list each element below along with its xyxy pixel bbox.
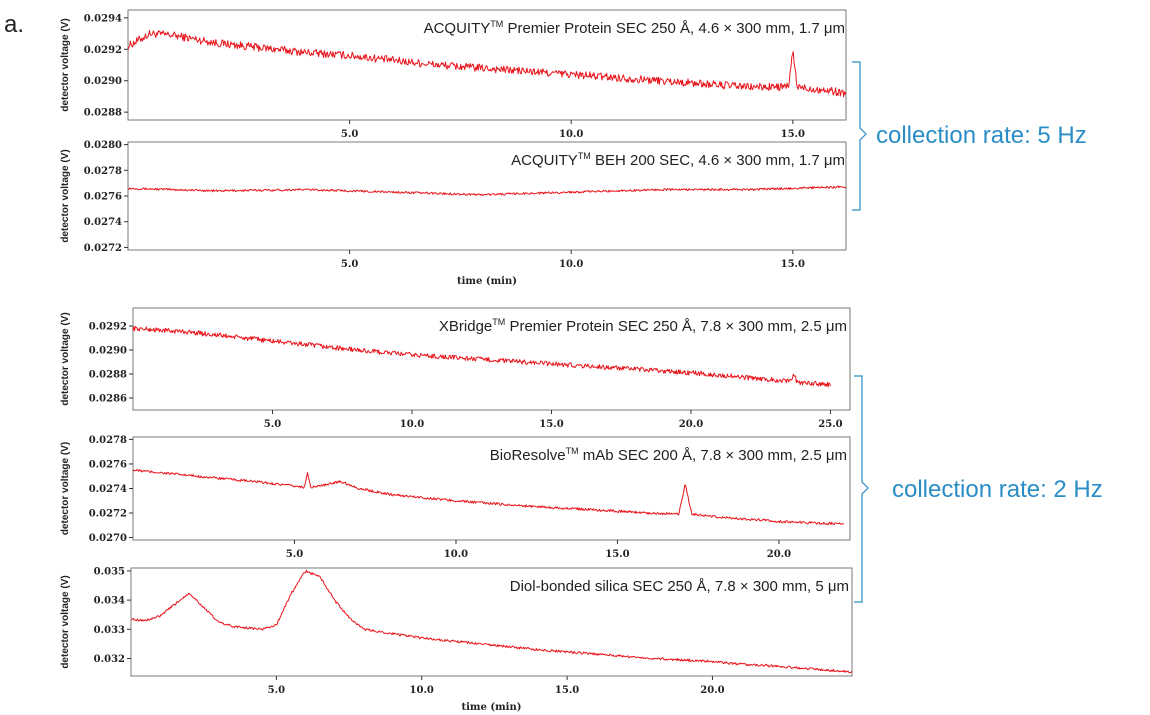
x-tick-label: 5.0 xyxy=(264,419,281,430)
y-tick-label: 0.0272 xyxy=(84,243,122,254)
y-tick-label: 0.0270 xyxy=(89,533,127,544)
x-tick-label: 10.0 xyxy=(410,685,434,696)
chart-panel-3: 0.0286 0.0288 0.0290 0.0292 5.0 10.0 15.0 20.0 2… xyxy=(60,307,851,430)
trace-line xyxy=(132,469,844,526)
y-tick-label: 0.0280 xyxy=(84,140,122,151)
chart-panel-1: 0.0288 0.0290 0.0292 0.0294 5.0 10.0 15.0 detec… xyxy=(60,9,847,140)
plot-frame xyxy=(127,141,847,251)
plot-frame xyxy=(132,307,851,411)
y-axis-label: detector voltage (V) xyxy=(60,312,71,405)
trace-line xyxy=(127,30,847,98)
chart-panel-2: 0.0272 0.0274 0.0276 0.0278 0.0280 5.0 10.0 15.… xyxy=(60,140,847,287)
chart-panel-5: 0.032 0.033 0.034 0.035 5.0 10.0 15.0 20.0 detec… xyxy=(60,566,853,713)
y-tick-label: 0.0290 xyxy=(84,76,122,87)
x-tick-label: 25.0 xyxy=(818,419,842,430)
y-tick-label: 0.0288 xyxy=(84,108,122,119)
charts-layer: 0.0288 0.0290 0.0292 0.0294 5.0 10.0 15.0 detec… xyxy=(60,9,853,713)
y-tick-label: 0.0288 xyxy=(89,370,127,381)
x-tick-label: 10.0 xyxy=(559,259,583,270)
brace-5hz xyxy=(852,61,867,211)
x-tick-label: 5.0 xyxy=(341,129,358,140)
panel-title: XBridgeTM Premier Protein SEC 250 Å, 7.8… xyxy=(439,317,847,335)
y-tick-label: 0.0276 xyxy=(89,459,127,470)
trace-line xyxy=(127,185,847,197)
panel-title: Diol-bonded silica SEC 250 Å, 7.8 × 300 … xyxy=(510,578,849,595)
x-tick-label: 20.0 xyxy=(679,419,703,430)
x-tick-label: 5.0 xyxy=(341,259,358,270)
x-tick-label: 5.0 xyxy=(268,685,285,696)
y-tick-label: 0.0294 xyxy=(84,13,122,24)
x-tick-label: 20.0 xyxy=(767,549,791,560)
panel-title: ACQUITYTM Premier Protein SEC 250 Å, 4.6… xyxy=(424,19,845,37)
y-tick-label: 0.0278 xyxy=(84,166,122,177)
y-axis-label: detector voltage (V) xyxy=(60,442,71,535)
y-axis-label: detector voltage (V) xyxy=(60,575,71,668)
group-label-5hz: collection rate: 5 Hz xyxy=(876,122,1087,149)
x-tick-label: 20.0 xyxy=(700,685,724,696)
trace-line xyxy=(130,569,853,674)
brace-2hz xyxy=(854,375,869,603)
y-tick-label: 0.034 xyxy=(94,596,125,607)
x-tick-label: 15.0 xyxy=(605,549,629,560)
x-axis-label: time (min) xyxy=(457,276,517,287)
y-tick-label: 0.0290 xyxy=(89,346,127,357)
x-tick-label: 15.0 xyxy=(539,419,563,430)
y-tick-label: 0.0274 xyxy=(89,484,127,495)
x-tick-label: 10.0 xyxy=(400,419,424,430)
y-tick-label: 0.0276 xyxy=(84,192,122,203)
plot-frame xyxy=(127,9,847,121)
y-axis-label: detector voltage (V) xyxy=(60,18,71,111)
panel-letter: a. xyxy=(4,11,24,38)
x-tick-label: 5.0 xyxy=(286,549,303,560)
panel-title: ACQUITYTM BEH 200 SEC, 4.6 × 300 mm, 1.7… xyxy=(511,151,845,169)
y-tick-label: 0.032 xyxy=(94,654,125,665)
y-tick-label: 0.0274 xyxy=(84,217,122,228)
chart-panel-4: 0.0270 0.0272 0.0274 0.0276 0.0278 5.0 10.0 15.… xyxy=(60,435,851,560)
x-tick-label: 15.0 xyxy=(781,259,805,270)
y-tick-label: 0.033 xyxy=(94,625,125,636)
trace-line xyxy=(132,325,831,388)
y-tick-label: 0.0292 xyxy=(84,45,122,56)
y-tick-label: 0.0292 xyxy=(89,322,127,333)
y-tick-label: 0.0278 xyxy=(89,435,127,446)
x-tick-label: 15.0 xyxy=(781,129,805,140)
panel-title: BioResolveTM mAb SEC 200 Å, 7.8 × 300 mm… xyxy=(490,446,847,464)
x-axis-label: time (min) xyxy=(462,702,522,713)
y-tick-label: 0.0272 xyxy=(89,509,127,520)
y-tick-label: 0.0286 xyxy=(89,394,127,405)
y-axis-label: detector voltage (V) xyxy=(60,149,71,242)
x-tick-label: 10.0 xyxy=(559,129,583,140)
y-tick-label: 0.035 xyxy=(94,566,125,577)
x-tick-label: 10.0 xyxy=(444,549,468,560)
group-label-2hz: collection rate: 2 Hz xyxy=(892,476,1103,503)
x-tick-label: 15.0 xyxy=(555,685,579,696)
plot-frame xyxy=(130,567,853,677)
